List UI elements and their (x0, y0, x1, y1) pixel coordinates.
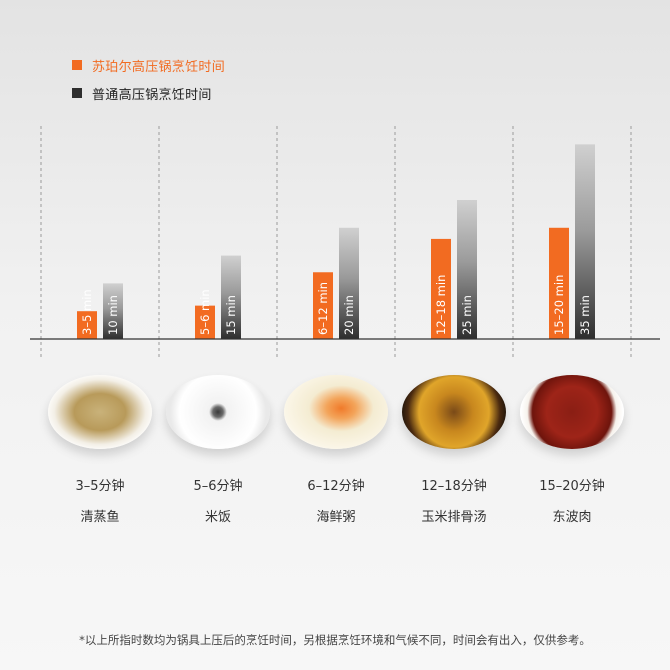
bar-value-label: 3–5 min (80, 289, 94, 335)
dish-photo-pork (520, 375, 624, 449)
bar-ordinary-4 (575, 144, 595, 339)
bar-value-label: 15 min (224, 295, 238, 335)
legend-item-suppor: 苏珀尔高压锅烹饪时间 (72, 56, 226, 75)
column-separators (40, 126, 632, 360)
legend-label: 普通高压锅烹饪时间 (92, 87, 212, 103)
bar-suppor-3 (431, 238, 451, 339)
bar-chart: 3–5 min 10 min 5–6 min 15 min 6–12 min 20 min… (30, 126, 660, 360)
bar-suppor-1 (195, 305, 215, 339)
bar-suppor-2 (313, 272, 333, 339)
dish-photo-fish (48, 375, 152, 449)
dish-time: 5–6分钟 (193, 479, 243, 494)
dish-item: 12–18分钟 玉米排骨汤 (394, 375, 514, 525)
dish-item: 5–6分钟 米饭 (158, 375, 278, 525)
bar-value-label: 10 min (106, 295, 120, 335)
dish-item: 15–20分钟 东波肉 (512, 375, 632, 525)
legend-item-ordinary: 普通高压锅烹饪时间 (72, 84, 225, 103)
dish-photo-soup (402, 375, 506, 449)
dish-time: 3–5分钟 (75, 479, 125, 494)
dish-name: 玉米排骨汤 (421, 510, 487, 525)
dish-name: 清蒸鱼 (80, 510, 120, 525)
bar-ordinary-0 (103, 283, 123, 339)
dish-name: 米饭 (204, 510, 231, 525)
bar-value-label: 25 min (460, 295, 474, 335)
chart-legend: 苏珀尔高压锅烹饪时间 普通高压锅烹饪时间 (72, 56, 225, 112)
footnote: *以上所指时数均为锅具上压后的烹饪时间，另根据烹饪环境和气候不同，时间会有出入，… (79, 633, 591, 647)
dish-item: 3–5分钟 清蒸鱼 (40, 375, 160, 525)
bar-value-label: 35 min (578, 295, 592, 335)
bar-value-label: 12–18 min (434, 275, 448, 335)
bar-suppor-4 (549, 227, 569, 339)
bar-ordinary-3 (457, 199, 477, 339)
bar-value-label: 5–6 min (198, 289, 212, 335)
bar-suppor-0 (77, 311, 97, 339)
dish-time: 12–18分钟 (421, 479, 487, 494)
bar-value-label: 20 min (342, 295, 356, 335)
dish-photo-rice (166, 375, 270, 449)
legend-swatch-dark (72, 88, 82, 98)
bar-value-label: 15–20 min (552, 275, 566, 335)
dish-name: 东波肉 (552, 510, 592, 525)
legend-swatch-orange (72, 60, 82, 70)
bar-ordinary-2 (339, 227, 359, 339)
dish-time: 15–20分钟 (539, 479, 605, 494)
bar-series: 3–5 min 10 min 5–6 min 15 min 6–12 min 20 min… (77, 144, 595, 339)
bar-ordinary-1 (221, 255, 241, 339)
dish-item: 6–12分钟 海鲜粥 (276, 375, 396, 525)
dish-photo-congee (284, 375, 388, 449)
legend-label: 苏珀尔高压锅烹饪时间 (92, 59, 226, 75)
dish-name: 海鲜粥 (316, 510, 356, 525)
bar-value-label: 6–12 min (316, 282, 330, 335)
dish-time: 6–12分钟 (307, 479, 365, 494)
